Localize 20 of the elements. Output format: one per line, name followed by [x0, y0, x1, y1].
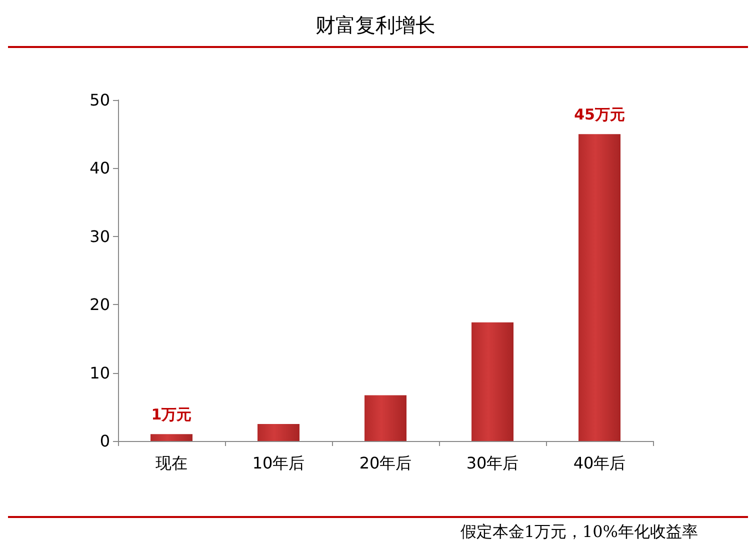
x-tick-label: 现在 — [156, 454, 188, 472]
y-tick-label: 0 — [100, 432, 110, 450]
bar — [258, 424, 300, 441]
y-tick-label: 10 — [90, 363, 110, 382]
bar — [472, 322, 514, 441]
data-label: 1万元 — [151, 406, 192, 424]
text: 假定本金1万元，10%年化收益率 — [460, 522, 698, 543]
x-tick-label: 30年后 — [466, 454, 519, 472]
bar — [150, 434, 192, 441]
y-tick-label: 20 — [90, 295, 110, 314]
x-tick-label: 20年后 — [359, 454, 412, 472]
chart-title: 财富复利增长 — [316, 13, 436, 37]
x-tick-label: 40年后 — [573, 454, 626, 472]
y-tick-label: 30 — [90, 226, 110, 246]
data-label: 45万元 — [574, 106, 625, 124]
x-tick-label: 10年后 — [252, 454, 305, 472]
bar — [578, 134, 620, 441]
bar — [364, 395, 406, 441]
y-tick-label: 50 — [90, 90, 110, 110]
y-tick-label: 40 — [90, 158, 110, 178]
